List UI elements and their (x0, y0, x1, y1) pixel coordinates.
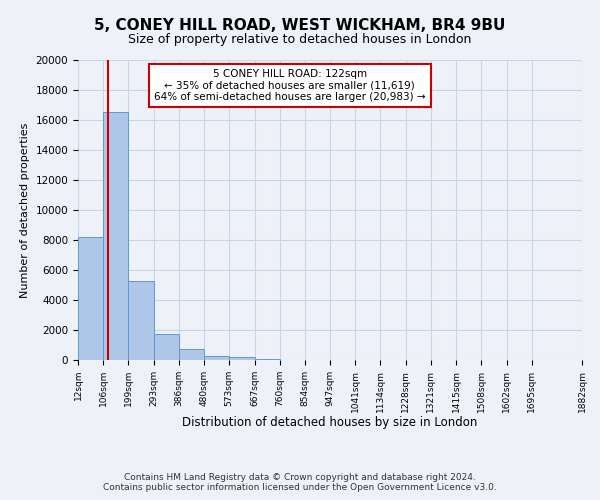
Y-axis label: Number of detached properties: Number of detached properties (20, 122, 30, 298)
Bar (254, 358, 280, 360)
Text: 5, CONEY HILL ROAD, WEST WICKHAM, BR4 9BU: 5, CONEY HILL ROAD, WEST WICKHAM, BR4 9B… (94, 18, 506, 32)
X-axis label: Distribution of detached houses by size in London: Distribution of detached houses by size … (182, 416, 478, 429)
Bar (103, 112, 128, 360)
Bar (204, 356, 229, 360)
Bar (78, 237, 103, 360)
Text: 5 CONEY HILL ROAD: 122sqm
← 35% of detached houses are smaller (11,619)
64% of s: 5 CONEY HILL ROAD: 122sqm ← 35% of detac… (154, 69, 425, 102)
Bar (154, 334, 179, 360)
Bar (229, 357, 254, 360)
Bar (128, 280, 154, 360)
Bar (179, 349, 204, 360)
Text: Size of property relative to detached houses in London: Size of property relative to detached ho… (128, 32, 472, 46)
Text: Contains HM Land Registry data © Crown copyright and database right 2024.
Contai: Contains HM Land Registry data © Crown c… (103, 473, 497, 492)
